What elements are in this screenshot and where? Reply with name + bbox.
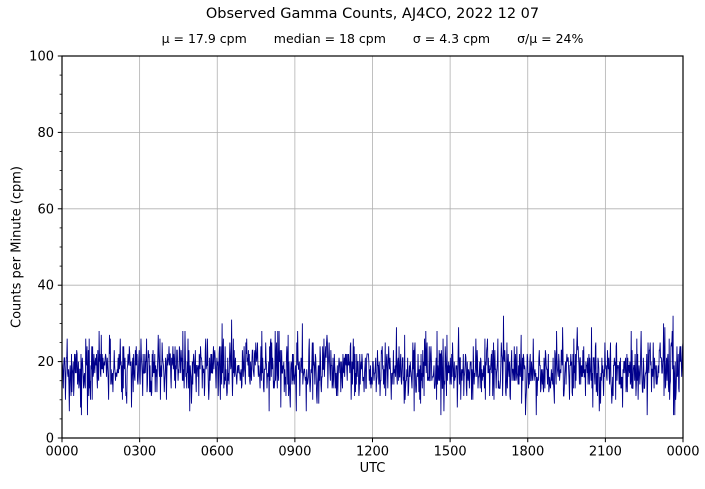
x-tick-label: 1800 <box>511 445 544 460</box>
y-tick-label: 0 <box>46 432 54 447</box>
x-tick-label: 1500 <box>434 445 467 460</box>
x-tick-label: 0000 <box>45 445 78 460</box>
chart-stats-line: μ = 17.9 cpm median = 18 cpm σ = 4.3 cpm… <box>62 31 683 46</box>
y-tick-label: 80 <box>37 126 54 141</box>
x-tick-label: 0300 <box>123 445 156 460</box>
x-tick-label: 1200 <box>356 445 389 460</box>
y-axis-label: Counts per Minute (cpm) <box>9 166 25 328</box>
y-tick-label: 60 <box>37 202 54 217</box>
y-tick-label: 20 <box>37 355 54 370</box>
x-tick-label: 0600 <box>201 445 234 460</box>
stat-median: median = 18 cpm <box>273 31 386 46</box>
y-tick-label: 100 <box>29 50 54 65</box>
stat-mean: μ = 17.9 cpm <box>161 31 247 46</box>
plot-frame <box>61 55 684 439</box>
chart-title: Observed Gamma Counts, AJ4CO, 2022 12 07 <box>205 6 540 22</box>
x-axis-label: UTC <box>359 461 386 476</box>
stat-sigma-over-mu: σ/μ = 24% <box>517 31 584 46</box>
x-tick-label: 0900 <box>278 445 311 460</box>
x-tick-label: 2100 <box>589 445 622 460</box>
y-tick-label: 40 <box>37 279 54 294</box>
gamma-counts-data-line <box>61 315 684 416</box>
stat-sigma: σ = 4.3 cpm <box>412 31 491 46</box>
x-tick-label: 0000 <box>666 445 699 460</box>
